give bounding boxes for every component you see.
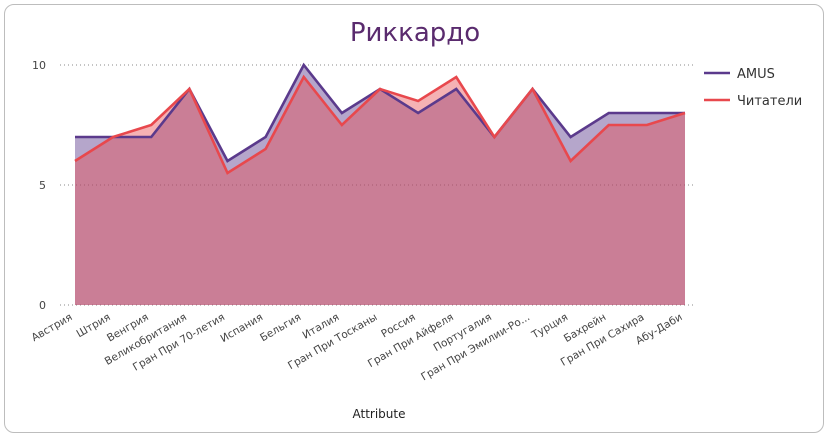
y-tick-label: 5 [39,179,46,192]
chart-title: Риккардо [350,18,480,48]
area-readers [75,77,685,305]
series-lines [74,62,686,175]
x-tick-label: Испания [218,311,265,345]
legend-label-amus: AMUS [737,67,775,82]
series-areas [75,65,685,305]
y-tick-label: 0 [39,299,46,312]
area-amus [75,65,685,305]
y-tick-label: 10 [32,59,46,72]
chart-card [4,4,824,433]
x-axis-label: Attribute [353,407,406,421]
line-readers [74,74,686,175]
y-axis-ticks: 0 5 10 [32,59,46,312]
x-tick-label: Бельгия [258,311,303,344]
x-tick-label: Австрия [29,311,74,344]
legend-label-readers: Читатели [737,94,802,109]
legend: AMUS Читатели [704,67,802,109]
